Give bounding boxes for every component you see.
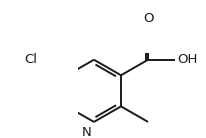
- Text: O: O: [143, 12, 153, 25]
- Text: N: N: [82, 126, 91, 138]
- Text: Cl: Cl: [24, 53, 37, 66]
- Text: OH: OH: [178, 53, 198, 66]
